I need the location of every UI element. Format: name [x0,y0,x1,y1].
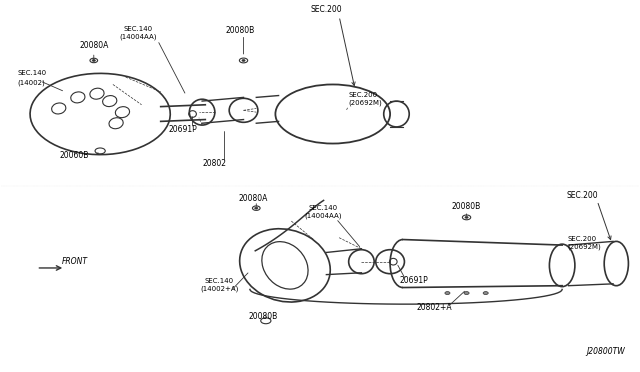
Text: (20692M): (20692M) [349,100,383,106]
Ellipse shape [242,60,245,61]
Text: 20080A: 20080A [239,194,268,203]
Text: 20691P: 20691P [168,125,197,134]
Text: (14004AA): (14004AA) [305,212,342,219]
Text: 20080B: 20080B [226,26,255,35]
Text: 20060B: 20060B [60,151,90,160]
Text: (14004AA): (14004AA) [120,33,157,40]
Ellipse shape [445,292,450,295]
Text: SEC.200: SEC.200 [310,6,342,15]
Text: 20080A: 20080A [79,41,108,60]
Text: 20080B: 20080B [452,202,481,211]
Text: (14002+A): (14002+A) [200,285,239,292]
Ellipse shape [255,207,258,209]
Text: 20080B: 20080B [248,312,277,321]
Ellipse shape [92,60,95,61]
Text: 20802: 20802 [203,159,227,168]
Ellipse shape [465,217,468,218]
Text: (20692M): (20692M) [567,243,601,250]
Text: 20691P: 20691P [400,276,429,285]
Ellipse shape [464,292,469,295]
Text: SEC.140: SEC.140 [308,205,338,211]
Text: (14002): (14002) [17,80,45,86]
Text: SEC.200: SEC.200 [567,235,596,242]
Text: SEC.140: SEC.140 [124,26,153,32]
Text: SEC.140: SEC.140 [205,278,234,284]
Text: SEC.140: SEC.140 [17,70,47,76]
Text: J20800TW: J20800TW [586,347,625,356]
Text: 20802+A: 20802+A [417,303,452,312]
Text: FRONT: FRONT [61,257,88,266]
Text: SEC.200: SEC.200 [349,92,378,98]
Ellipse shape [483,292,488,295]
Text: SEC.200: SEC.200 [567,191,598,200]
